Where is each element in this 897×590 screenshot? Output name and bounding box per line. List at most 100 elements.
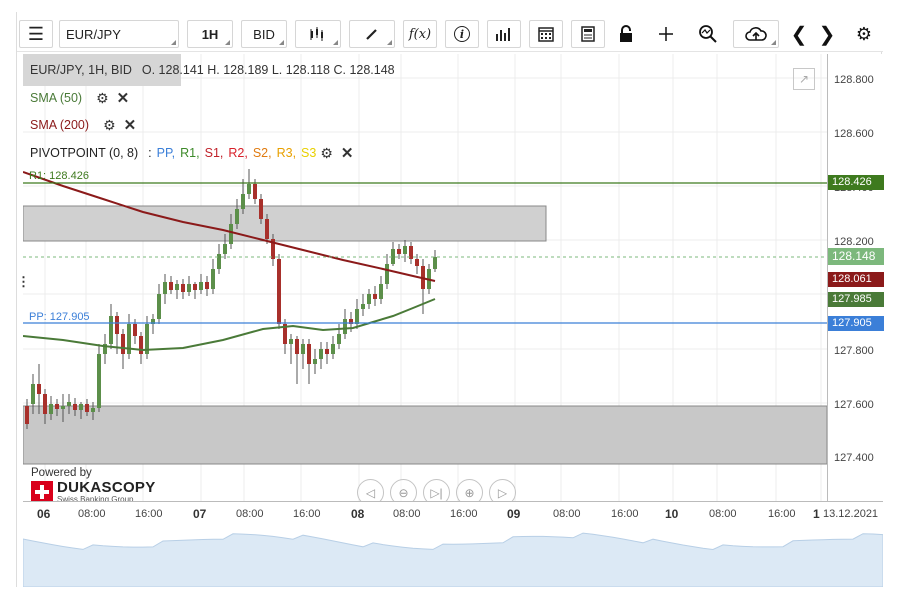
search-chart-icon — [699, 25, 717, 43]
info-button[interactable]: i — [445, 20, 479, 48]
candle-body — [409, 246, 413, 259]
swiss-cross-icon — [31, 481, 53, 503]
candle-body — [193, 284, 197, 290]
document-icon — [581, 26, 595, 42]
pivot-separator: : — [148, 146, 152, 160]
chevron-left-icon: ❮ — [790, 23, 808, 46]
sma200-legend: SMA (200) ⚙ ✕ — [30, 116, 137, 135]
candle-body — [361, 304, 365, 309]
chart-type-button[interactable] — [295, 20, 341, 48]
candle-body — [325, 349, 329, 354]
drag-handle-icon[interactable]: ⋮ — [17, 274, 30, 289]
scroll-left-button[interactable]: ❮ — [787, 20, 811, 48]
brand-tagline: Swiss Banking Group — [57, 495, 134, 504]
candle-body — [331, 344, 335, 354]
candle-body — [289, 339, 293, 344]
candle-body — [403, 246, 407, 254]
info-icon: i — [454, 26, 470, 42]
time-label-day: 1 — [813, 507, 820, 521]
time-label-day: 09 — [507, 507, 521, 521]
notes-button[interactable] — [571, 20, 605, 48]
candle-body — [301, 344, 305, 354]
candle-body — [433, 257, 437, 269]
sma200-line — [23, 171, 436, 282]
timeframe-selector[interactable]: 1H — [187, 20, 233, 48]
candle-body — [91, 408, 95, 412]
gear-icon: ⚙ — [855, 23, 873, 44]
candle-body — [121, 334, 125, 354]
draw-tool-button[interactable] — [349, 20, 395, 48]
sma50-price-tag: 127.985 — [828, 292, 884, 307]
settings-button[interactable]: ⚙ — [851, 20, 877, 48]
ohlc-background — [23, 54, 181, 86]
candle-body — [391, 249, 395, 264]
candle-body — [415, 259, 419, 266]
candle-body — [271, 239, 275, 259]
scroll-right-button[interactable]: ❯ — [815, 20, 839, 48]
ohlc-legend: EUR/JPY, 1H, BID O. 128.141 H. 128.189 L… — [30, 63, 395, 77]
candle-body — [97, 354, 101, 408]
candle-body — [397, 249, 401, 254]
brand-name: DUKASCOPY — [57, 479, 156, 496]
support-zone[interactable] — [23, 405, 827, 465]
sma50-settings-icon[interactable]: ⚙ — [96, 89, 109, 106]
candle-body — [337, 334, 341, 344]
candle-body — [109, 316, 113, 344]
time-label-hour: 16:00 — [611, 508, 639, 520]
lock-icon — [620, 25, 632, 42]
symbol-selector[interactable]: EUR/JPY — [59, 20, 179, 48]
candle-body — [349, 319, 353, 324]
navigator-preview — [22, 532, 884, 588]
pivot-settings-icon[interactable]: ⚙ — [320, 144, 333, 161]
crosshair-button[interactable] — [653, 20, 679, 48]
candle-body — [85, 404, 89, 412]
pivot-level-label: R1, — [180, 146, 200, 160]
menu-button[interactable]: ☰ — [19, 20, 53, 48]
price-chart[interactable] — [23, 54, 827, 501]
sma50-close-icon[interactable]: ✕ — [116, 90, 130, 107]
candle-body — [151, 319, 155, 324]
volume-button[interactable] — [487, 20, 521, 48]
sma200-close-icon[interactable]: ✕ — [123, 117, 137, 134]
chart-plot[interactable]: EUR/JPY, 1H, BID O. 128.141 H. 128.189 L… — [23, 54, 827, 506]
timeframe-label: 1H — [201, 26, 219, 42]
candles — [25, 169, 437, 429]
candle-body — [283, 324, 287, 344]
candle-body — [73, 404, 77, 410]
indicators-button[interactable]: f(x) — [403, 20, 437, 48]
zoom-button[interactable] — [695, 20, 721, 48]
time-label-hour: 16:00 — [293, 508, 321, 520]
candle-body — [79, 404, 83, 410]
time-axis[interactable]: 06 08:00 16:00 07 08:00 16:00 08 08:00 16:00 09 08… — [23, 501, 883, 527]
candle-body — [175, 284, 179, 290]
candle-body — [67, 402, 71, 406]
expand-icon[interactable]: ↗ — [793, 68, 815, 90]
time-label-hour: 08:00 — [236, 508, 264, 520]
toolbar: ☰ EUR/JPY 1H BID f(x) i — [17, 12, 883, 52]
dukascopy-logo: DUKASCOPY Swiss Banking Group — [31, 480, 156, 504]
resistance-zone[interactable] — [23, 205, 547, 242]
sma200-settings-icon[interactable]: ⚙ — [103, 116, 116, 133]
lock-button[interactable] — [613, 20, 639, 48]
pivot-level-label: S2, — [252, 146, 272, 160]
candle-body — [163, 282, 167, 294]
price-axis[interactable]: 128.800 128.600 128.400 128.200 127.800 … — [827, 54, 884, 501]
side-selector[interactable]: BID — [241, 20, 287, 48]
triangle-left-icon: ◁ — [365, 485, 376, 500]
candle-body — [139, 336, 143, 354]
candle-body — [181, 284, 185, 292]
function-icon: f(x) — [408, 26, 432, 42]
candle-body — [43, 394, 47, 414]
time-label-hour: 13.12.2021 — [823, 508, 879, 520]
price-tick: 128.200 — [834, 236, 874, 248]
navigator[interactable] — [22, 527, 884, 588]
candle-body — [385, 264, 389, 284]
candle-body — [253, 184, 257, 199]
time-label-hour: 16:00 — [768, 508, 796, 520]
calendar-button[interactable] — [529, 20, 563, 48]
pivot-close-icon[interactable]: ✕ — [340, 145, 354, 162]
cloud-button[interactable] — [733, 20, 779, 48]
time-label-day: 07 — [193, 507, 207, 521]
price-tick: 127.600 — [834, 399, 874, 411]
hamburger-icon: ☰ — [27, 23, 45, 44]
